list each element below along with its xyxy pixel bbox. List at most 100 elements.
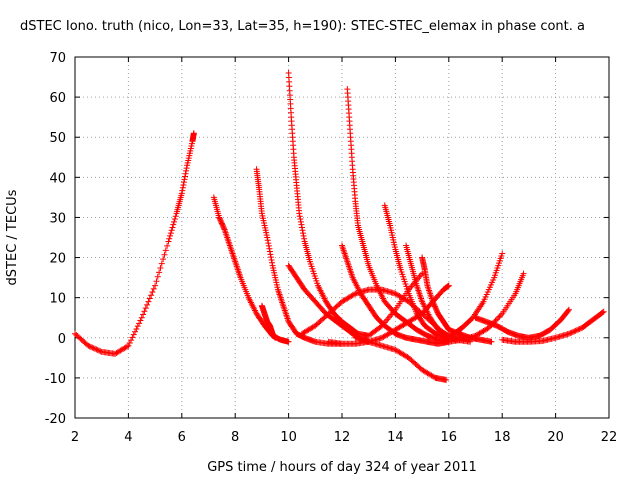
data-point — [128, 337, 135, 344]
data-point — [183, 167, 190, 174]
data-point — [190, 130, 197, 137]
data-point — [166, 235, 173, 242]
data-point — [171, 218, 178, 225]
data-point — [264, 237, 271, 244]
data-point — [220, 225, 227, 232]
data-point — [266, 245, 273, 252]
y-tick-label: 40 — [49, 171, 66, 186]
x-tick-label: 6 — [178, 430, 186, 445]
data-point — [269, 259, 276, 266]
data-point — [170, 221, 177, 228]
data-point — [158, 260, 165, 267]
data-point — [180, 179, 187, 186]
data-point — [285, 338, 292, 345]
data-point — [265, 240, 272, 247]
data-point — [576, 325, 583, 332]
x-tick-label: 20 — [547, 430, 564, 445]
data-point — [520, 270, 527, 277]
data-point — [134, 323, 141, 330]
data-point — [301, 235, 308, 242]
y-tick-label: 60 — [49, 91, 66, 106]
data-point — [266, 248, 273, 255]
data-point — [179, 184, 186, 191]
data-point — [94, 347, 101, 354]
data-point — [156, 269, 163, 276]
data-point — [182, 173, 189, 180]
data-point — [90, 345, 97, 352]
data-point — [445, 282, 452, 289]
data-point — [89, 344, 96, 351]
x-tick-label: 16 — [441, 430, 458, 445]
data-point — [168, 227, 175, 234]
data-series — [339, 242, 452, 347]
data-point — [485, 324, 492, 331]
data-point — [148, 292, 155, 299]
data-point — [133, 325, 140, 332]
data-point — [142, 305, 149, 312]
x-tick-label: 2 — [71, 430, 79, 445]
data-point — [300, 230, 307, 237]
data-point — [296, 210, 303, 217]
data-point — [565, 307, 572, 314]
y-tick-label: 20 — [49, 252, 66, 267]
data-point — [488, 338, 495, 345]
data-point — [96, 347, 103, 354]
data-series — [499, 308, 607, 345]
data-point — [181, 176, 188, 183]
data-point — [141, 308, 148, 315]
data-point — [567, 330, 574, 337]
data-series — [72, 130, 197, 357]
data-point — [267, 254, 274, 261]
data-series — [381, 202, 474, 345]
data-point — [171, 216, 178, 223]
data-point — [85, 342, 92, 349]
data-point — [136, 320, 143, 327]
data-point — [297, 218, 304, 225]
y-tick-label: 50 — [49, 131, 66, 146]
y-tick-label: 10 — [49, 292, 66, 307]
y-tick-label: 0 — [58, 332, 66, 347]
data-point — [495, 314, 502, 321]
data-point — [178, 190, 185, 197]
data-point — [599, 309, 606, 316]
data-point — [443, 376, 450, 383]
data-point — [165, 238, 172, 245]
data-point — [298, 224, 305, 231]
data-point — [167, 232, 174, 239]
data-series — [258, 302, 279, 341]
data-point — [153, 278, 160, 285]
data-point — [97, 348, 104, 355]
x-tick-label: 12 — [334, 430, 351, 445]
data-point — [145, 298, 152, 305]
data-point — [300, 232, 307, 239]
data-point — [124, 343, 131, 350]
data-point — [565, 330, 572, 337]
data-point — [296, 213, 303, 220]
data-point — [180, 181, 187, 188]
data-point — [565, 306, 572, 313]
data-point — [497, 312, 504, 319]
data-point — [298, 221, 305, 228]
data-point — [568, 329, 575, 336]
data-point — [88, 344, 95, 351]
data-point — [144, 301, 151, 308]
data-point — [571, 328, 578, 335]
x-tick-label: 8 — [231, 430, 239, 445]
data-point — [268, 256, 275, 263]
data-point — [86, 343, 93, 350]
y-tick-label: 30 — [49, 211, 66, 226]
data-point — [162, 247, 169, 254]
data-point — [265, 242, 272, 249]
data-point — [172, 213, 179, 220]
data-point — [499, 250, 506, 257]
data-point — [130, 331, 137, 338]
x-tick-label: 22 — [601, 430, 618, 445]
chart-title: dSTEC Iono. truth (nico, Lon=33, Lat=35,… — [20, 19, 585, 34]
data-point — [572, 327, 579, 334]
data-series — [445, 250, 506, 341]
data-point — [297, 216, 304, 223]
data-point — [573, 327, 580, 334]
x-axis-label: GPS time / hours of day 324 of year 2011 — [207, 460, 477, 475]
x-tick-label: 18 — [494, 430, 511, 445]
data-point — [92, 345, 99, 352]
